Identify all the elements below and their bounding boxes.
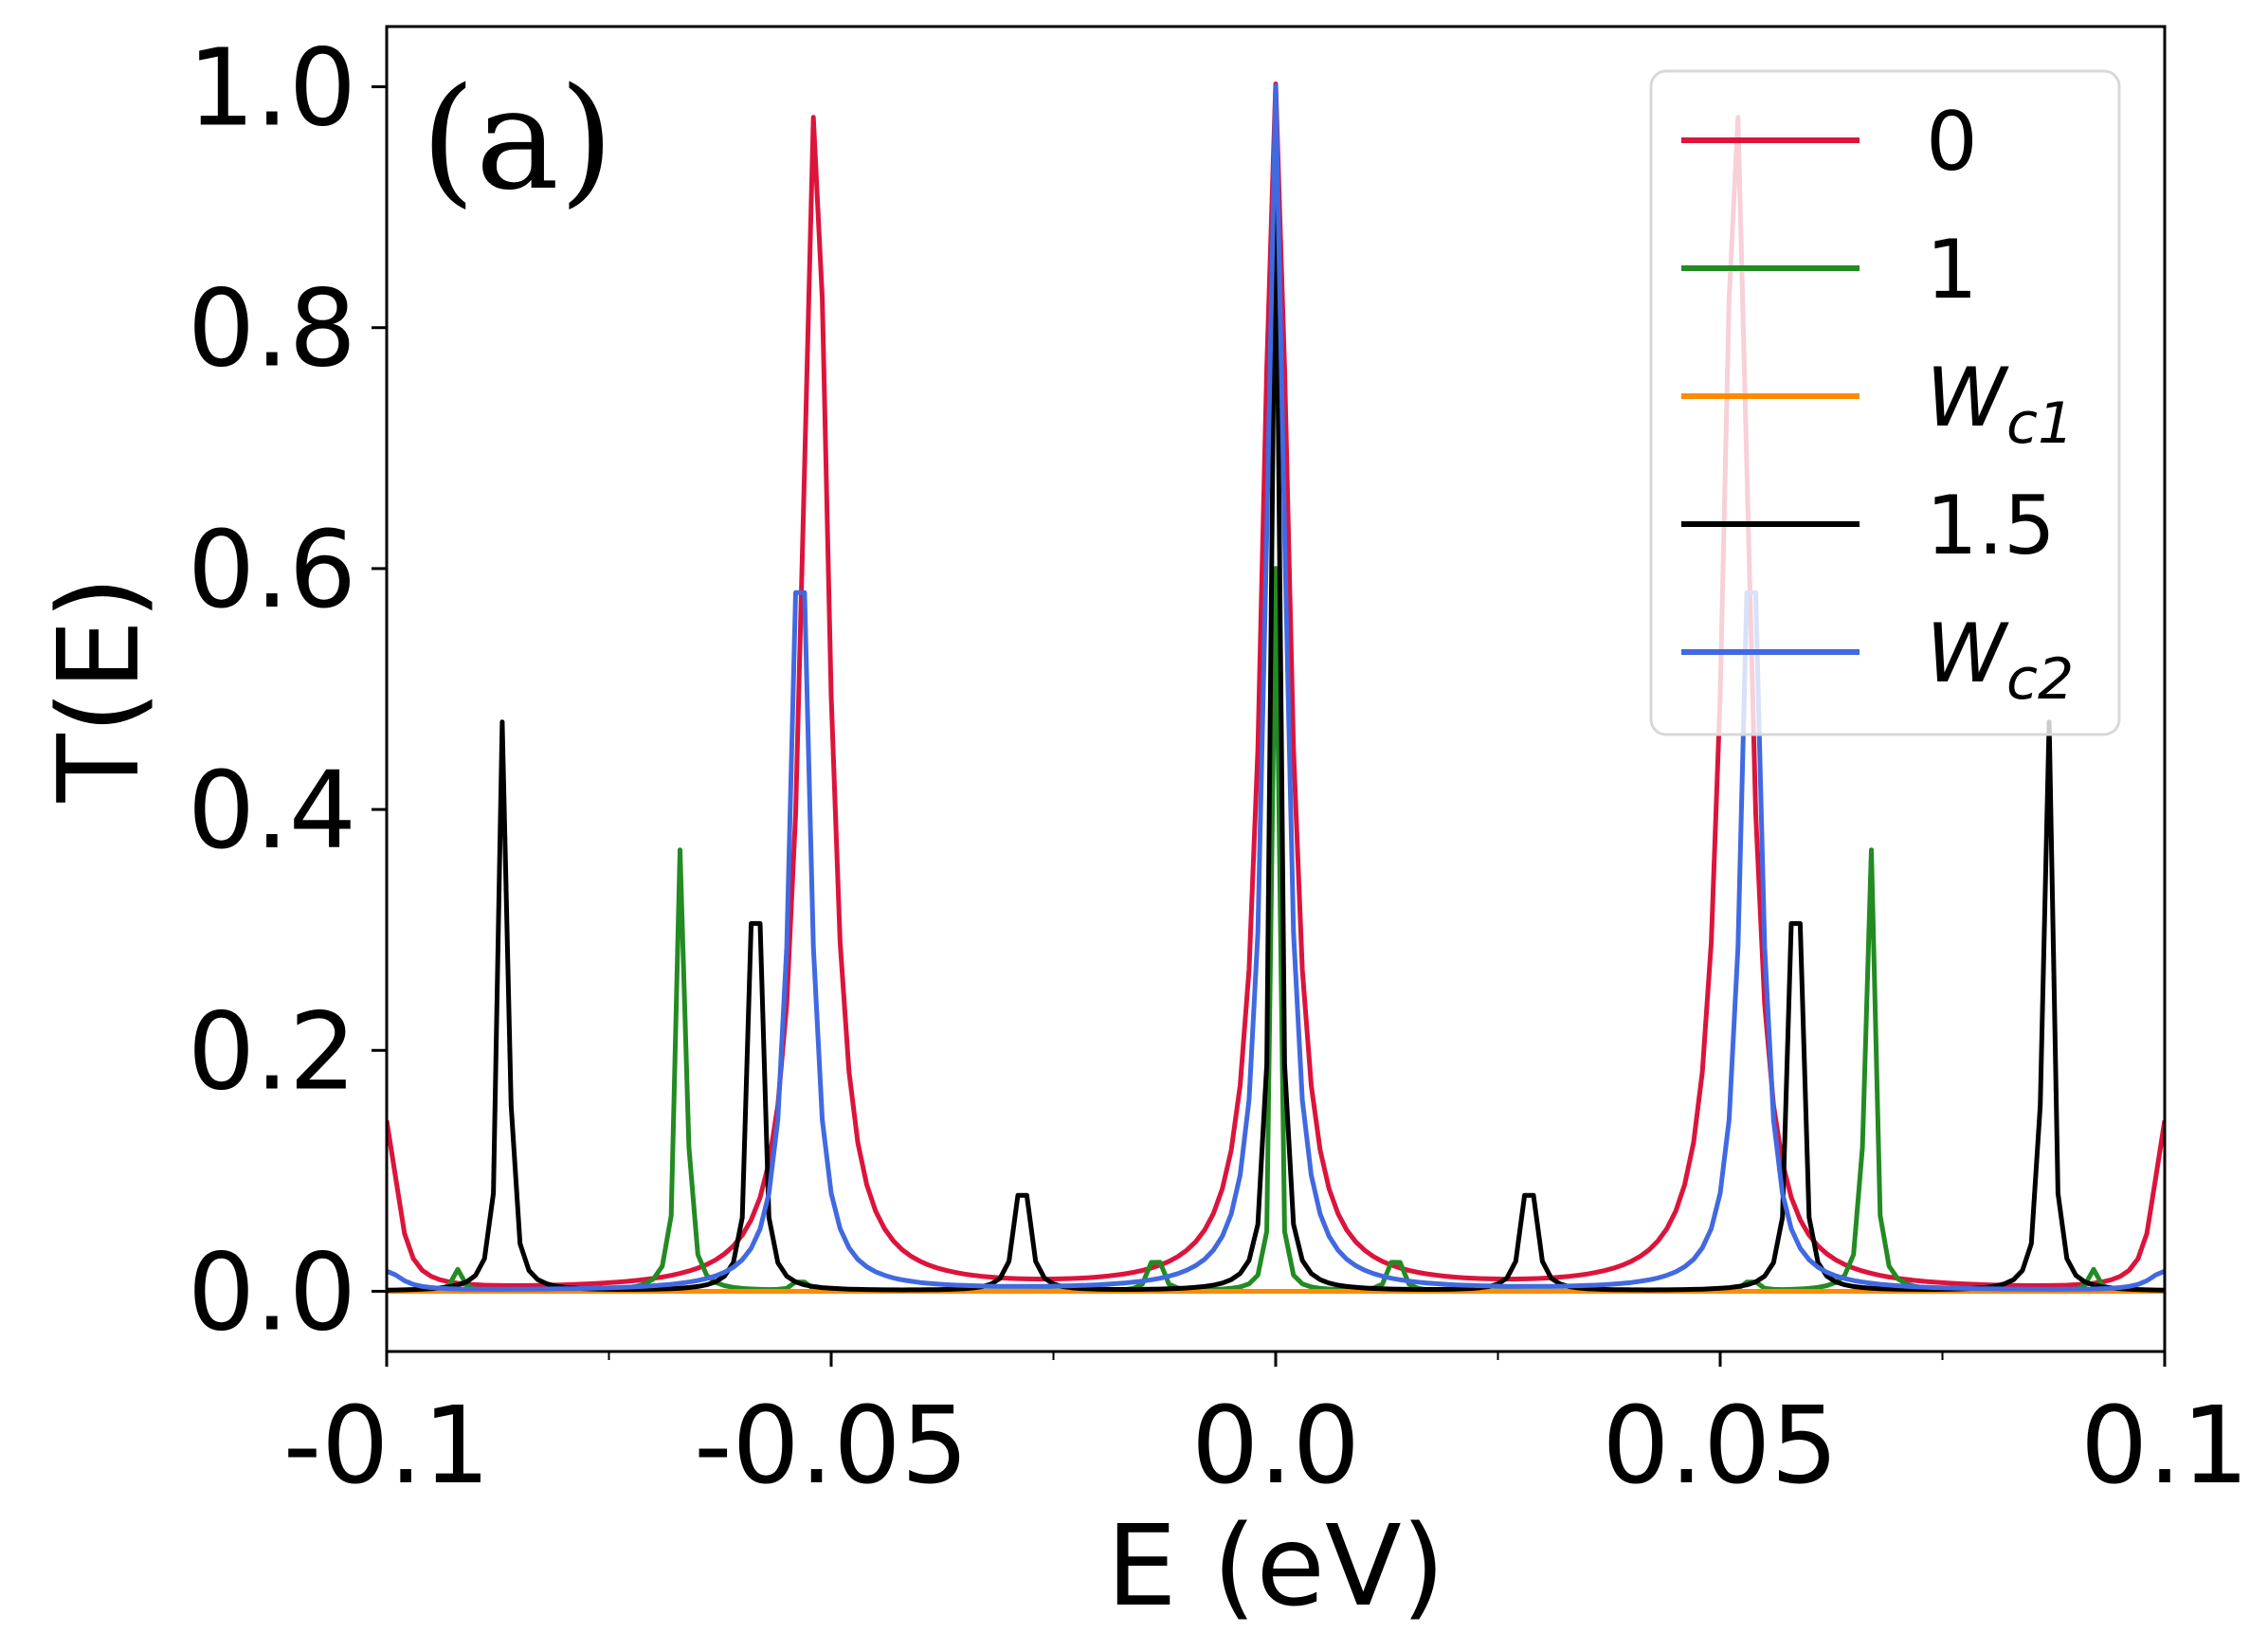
y-axis-ticks: 0.0 0.2 0.4 0.6 0.8 1.0 (188, 27, 387, 1354)
x-axis-title: E (eV) (1106, 1500, 1444, 1631)
x-tick-label: 0.05 (1602, 1385, 1838, 1508)
y-axis-title: T(E) (33, 576, 164, 804)
x-tick-label: -0.1 (283, 1385, 491, 1508)
y-tick-label: 1.0 (188, 27, 356, 151)
y-tick-label: 0.0 (188, 1231, 356, 1354)
panel-label: (a) (421, 58, 614, 221)
y-tick-label: 0.6 (188, 509, 356, 632)
series-line-1 (387, 566, 2165, 1294)
legend-frame (1649, 69, 2121, 736)
legend-label: 1 (1926, 223, 1978, 318)
legend-label: 1.5 (1926, 479, 2056, 573)
x-tick-label: 0.0 (1191, 1385, 1360, 1508)
x-tick-label: -0.05 (694, 1385, 969, 1508)
y-tick-label: 0.8 (188, 268, 356, 391)
series-layer (387, 82, 2165, 1294)
x-axis-ticks: -0.1 -0.05 0.0 0.05 0.1 (283, 1352, 2249, 1508)
x-tick-label: 0.1 (2080, 1385, 2249, 1508)
y-tick-label: 0.4 (188, 750, 356, 873)
legend-label: 0 (1926, 95, 1978, 190)
series-line-Wc2 (387, 83, 2165, 1292)
y-tick-label: 0.2 (188, 990, 356, 1114)
